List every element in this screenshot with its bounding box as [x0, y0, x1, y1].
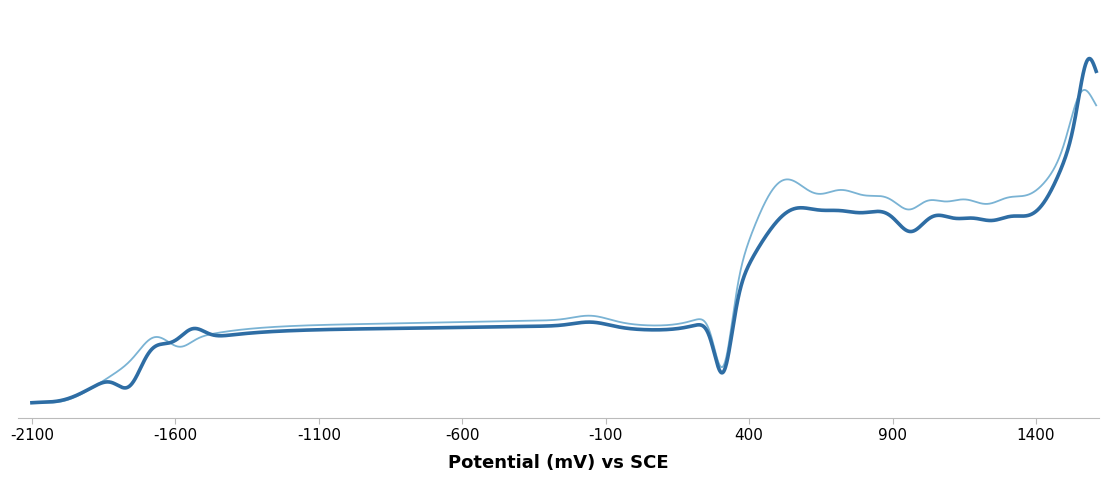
X-axis label: Potential (mV) vs SCE: Potential (mV) vs SCE — [448, 454, 669, 472]
